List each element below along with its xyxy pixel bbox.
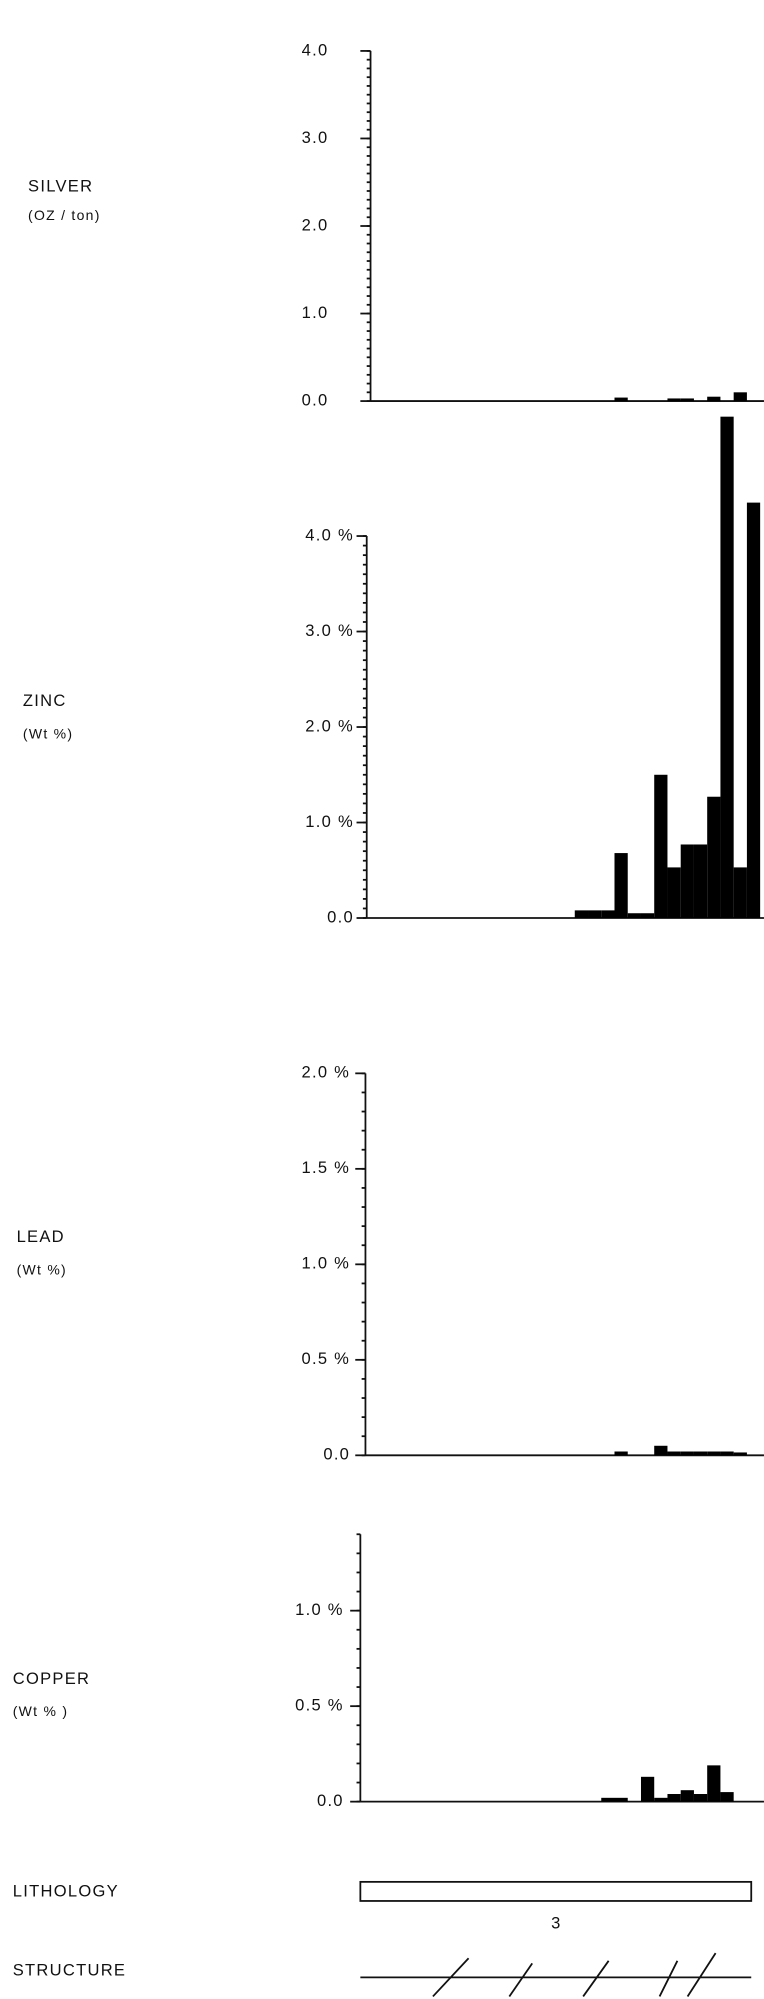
bar — [601, 910, 615, 919]
y-tick-label: 0.0 — [323, 1445, 350, 1464]
panel-title: ZINC — [23, 691, 67, 710]
bar — [707, 1765, 721, 1802]
bar — [667, 867, 681, 919]
lithology-label: LITHOLOGY — [13, 1881, 119, 1900]
bar — [707, 396, 721, 402]
bar — [720, 1451, 734, 1456]
bar — [693, 1794, 708, 1802]
y-tick-label: 1.5 % — [301, 1158, 350, 1177]
panel-title: COPPER — [13, 1669, 91, 1688]
bar — [574, 910, 589, 919]
bar — [654, 1445, 668, 1456]
structure-label: STRUCTURE — [13, 1960, 127, 1979]
panel-unit: (Wt %) — [23, 725, 73, 741]
bar — [733, 1452, 747, 1456]
y-tick-label: 0.5 % — [295, 1696, 344, 1715]
bar — [627, 913, 641, 919]
bar — [680, 398, 694, 402]
bar — [640, 913, 655, 919]
bar — [654, 774, 668, 919]
y-tick-label: 2.0 % — [305, 716, 354, 735]
y-tick-label: 0.0 — [302, 390, 329, 409]
bar — [601, 1797, 615, 1802]
panel-unit: (OZ / ton) — [28, 207, 101, 223]
y-tick-label: 1.0 % — [301, 1254, 350, 1273]
y-tick-label: 1.0 — [302, 303, 329, 322]
panel-unit: (Wt % ) — [13, 1703, 69, 1719]
bar — [746, 502, 761, 919]
bar — [733, 867, 747, 919]
panel-unit: (Wt %) — [17, 1261, 67, 1277]
bar — [680, 1451, 694, 1456]
y-tick-label: 2.0 — [302, 215, 329, 234]
y-tick-label: 0.0 — [327, 907, 354, 926]
y-tick-label: 1.0 % — [295, 1600, 344, 1619]
bar — [667, 1451, 681, 1456]
bar — [614, 1451, 628, 1456]
bar — [720, 1792, 734, 1802]
bar — [654, 1797, 668, 1802]
lithology-box — [359, 1880, 753, 1902]
bar — [693, 844, 708, 919]
structure-symbols — [360, 1952, 752, 1998]
bar — [588, 910, 602, 919]
y-tick-label: 3.0 % — [305, 621, 354, 640]
panel-title: LEAD — [17, 1227, 65, 1246]
y-tick-label: 1.0 % — [305, 812, 354, 831]
bar — [667, 1794, 681, 1802]
bar — [667, 398, 681, 402]
bar — [640, 1776, 655, 1802]
y-tick-label: 4.0 — [302, 40, 329, 59]
bar — [707, 796, 721, 919]
y-tick-label: 3.0 — [302, 128, 329, 147]
bar — [707, 1451, 721, 1456]
bar — [693, 1451, 708, 1456]
bar — [733, 392, 747, 402]
y-tick-label: 2.0 % — [301, 1063, 350, 1082]
bar — [614, 853, 628, 919]
bar — [680, 844, 694, 919]
y-tick-label: 0.5 % — [301, 1349, 350, 1368]
bar — [614, 1797, 628, 1802]
panel-title: SILVER — [28, 177, 93, 196]
y-tick-label: 0.0 — [317, 1791, 344, 1810]
y-tick-label: 4.0 % — [305, 525, 354, 544]
bar — [680, 1790, 694, 1802]
lithology-unit: 3 — [551, 1913, 561, 1932]
bar — [720, 416, 734, 919]
bar — [614, 397, 628, 402]
